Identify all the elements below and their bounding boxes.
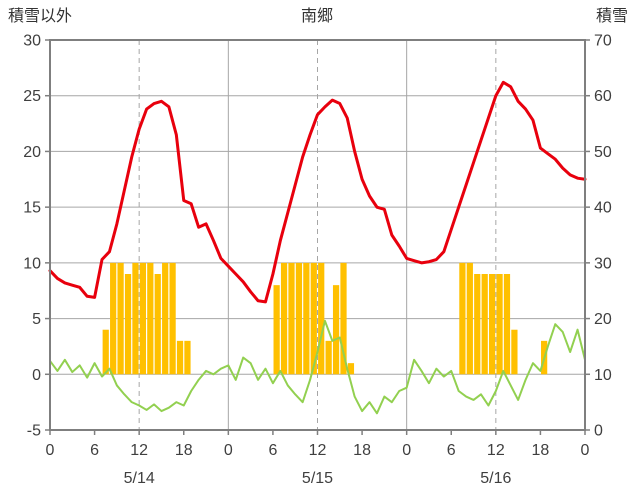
x-axis-label: 18 xyxy=(532,442,550,459)
sunshine-bar xyxy=(132,262,139,375)
x-axis-label: 18 xyxy=(353,442,371,459)
sunshine-bar xyxy=(176,340,184,375)
sunshine-bar xyxy=(489,274,496,375)
date-label: 5/16 xyxy=(480,470,511,487)
x-axis-label: 0 xyxy=(581,442,590,459)
right-axis-label: 50 xyxy=(594,144,612,161)
right-axis-label: 40 xyxy=(594,200,612,217)
sunshine-bar xyxy=(117,262,124,375)
sunshine-bar xyxy=(295,262,303,375)
date-label: 5/14 xyxy=(124,470,155,487)
sunshine-bar xyxy=(273,285,280,375)
x-axis-label: 18 xyxy=(175,442,193,459)
sunshine-bar xyxy=(303,262,310,375)
sunshine-bar xyxy=(162,262,169,375)
left-axis-label: -5 xyxy=(27,423,41,440)
sunshine-bar xyxy=(124,274,132,375)
sunshine-bar xyxy=(496,274,503,375)
right-axis-label: 0 xyxy=(594,423,603,440)
x-axis-label: 12 xyxy=(309,442,327,459)
sunshine-bar xyxy=(280,262,288,375)
right-axis-label: 70 xyxy=(594,33,612,50)
sunshine-bar xyxy=(503,274,511,375)
left-axis-label: 15 xyxy=(23,200,41,217)
right-axis-label: 30 xyxy=(594,255,612,272)
right-axis-label: 60 xyxy=(594,88,612,105)
sunshine-bar xyxy=(154,274,161,375)
chart-title: 南郷 xyxy=(301,7,333,25)
x-axis-label: 6 xyxy=(90,442,99,459)
sunshine-bar xyxy=(110,262,117,375)
sunshine-bar xyxy=(340,262,347,375)
left-axis-label: 0 xyxy=(32,367,41,384)
sunshine-bar xyxy=(184,340,191,375)
left-axis-label: 5 xyxy=(32,311,41,328)
sunshine-bar xyxy=(288,262,295,375)
left-axis-label: 25 xyxy=(23,88,41,105)
x-axis-label: 0 xyxy=(224,442,233,459)
red-line xyxy=(48,80,587,304)
sunshine-bar xyxy=(511,329,518,375)
left-axis-label: 20 xyxy=(23,144,41,161)
sunshine-bar xyxy=(481,274,488,375)
green-line xyxy=(49,319,586,415)
sunshine-bar xyxy=(459,262,466,375)
right-axis-title: 積雪 xyxy=(596,7,628,25)
left-axis-label: 10 xyxy=(23,255,41,272)
x-axis-label: 0 xyxy=(402,442,411,459)
date-label: 5/15 xyxy=(302,470,333,487)
sunshine-bar xyxy=(347,363,355,375)
x-axis-label: 12 xyxy=(130,442,148,459)
sunshine-bar xyxy=(466,262,473,375)
sunshine-bar xyxy=(147,262,154,375)
x-axis-label: 6 xyxy=(447,442,456,459)
right-axis-label: 20 xyxy=(594,311,612,328)
sunshine-bar xyxy=(318,262,325,375)
sunshine-bar xyxy=(332,285,340,375)
sunshine-bar xyxy=(139,262,146,375)
sunshine-bar xyxy=(325,340,332,375)
x-axis-label: 12 xyxy=(487,442,505,459)
sunshine-bar xyxy=(310,262,317,375)
sunshine-bar xyxy=(474,274,481,375)
sunshine-bar xyxy=(102,329,109,375)
right-axis-label: 10 xyxy=(594,367,612,384)
x-axis-label: 0 xyxy=(46,442,55,459)
left-axis-title: 積雪以外 xyxy=(8,7,72,25)
sunshine-bar xyxy=(169,262,176,375)
left-axis-label: 30 xyxy=(23,33,41,50)
x-axis-label: 6 xyxy=(268,442,277,459)
